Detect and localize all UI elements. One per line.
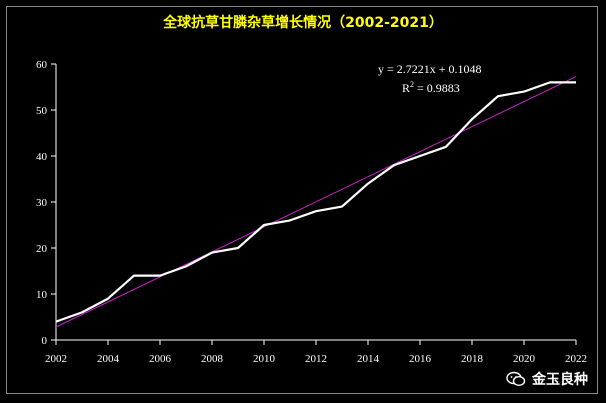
x-tick-label: 2018: [461, 353, 484, 365]
y-tick-label: 50: [36, 105, 48, 117]
trendline: [55, 76, 577, 328]
wechat-icon: [506, 371, 526, 387]
x-tick-label: 2006: [149, 353, 172, 365]
x-tick-label: 2020: [513, 353, 536, 365]
x-tick-label: 2012: [305, 353, 327, 365]
y-tick-label: 40: [36, 151, 48, 163]
r-squared-label: R2 = 0.9883: [402, 80, 460, 95]
y-tick-label: 10: [36, 289, 48, 301]
y-tick-label: 60: [36, 59, 48, 71]
watermark-text: 金玉良种: [532, 372, 588, 388]
x-tick-label: 2004: [97, 353, 120, 365]
y-tick-label: 20: [36, 243, 48, 255]
x-tick-label: 2016: [409, 353, 432, 365]
x-tick-label: 2014: [357, 353, 380, 365]
chart-title: 全球抗草甘膦杂草增长情况（2002-2021）: [163, 15, 443, 31]
x-tick-label: 2008: [201, 353, 224, 365]
y-tick-label: 0: [42, 335, 48, 347]
watermark: 金玉良种: [506, 369, 588, 389]
chart-frame: [6, 6, 598, 394]
x-tick-label: 2022: [565, 353, 587, 365]
x-tick-label: 2002: [45, 353, 67, 365]
trendline-equation: y = 2.7221x + 0.1048: [378, 62, 482, 76]
x-tick-label: 2010: [253, 353, 276, 365]
y-tick-label: 30: [36, 197, 48, 209]
